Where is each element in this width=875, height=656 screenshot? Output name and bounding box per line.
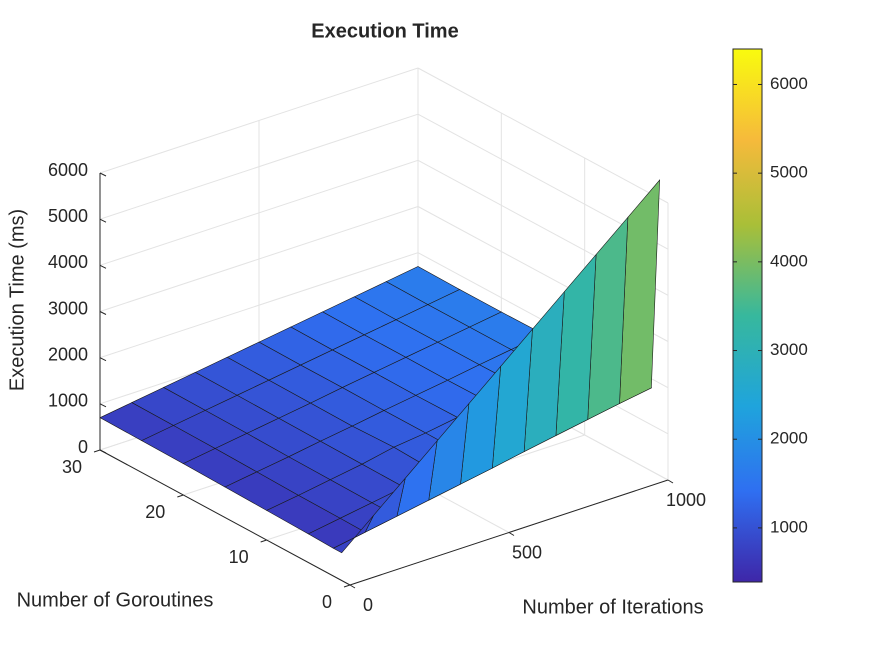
colorbar-tick-label: 1000: [770, 517, 808, 536]
x-axis-label: Number of Iterations: [522, 596, 703, 618]
colorbar-tick-label: 5000: [770, 163, 808, 182]
z-tick: [99, 264, 107, 269]
colorbar: [732, 48, 763, 583]
colorbar-tick-label: 6000: [770, 74, 808, 93]
z-tick-label: 0: [78, 437, 88, 457]
colorbar-tick-label: 3000: [770, 340, 808, 359]
z-tick: [99, 403, 107, 408]
z-tick: [99, 357, 107, 362]
grid-line: [99, 159, 419, 266]
x-tick-label: 1000: [666, 490, 706, 510]
surface: [99, 179, 661, 554]
chart-title: Execution Time: [311, 20, 458, 42]
surface-cell: [619, 179, 661, 404]
grid-line: [99, 67, 419, 174]
y-tick-label: 20: [145, 502, 165, 522]
z-axis-label: Execution Time (ms): [6, 209, 28, 391]
y-axis: [99, 449, 351, 586]
z-tick-label: 3000: [48, 298, 88, 318]
z-tick-label: 1000: [48, 391, 88, 411]
x-tick-label: 0: [363, 595, 373, 615]
x-tick: [349, 584, 356, 589]
z-tick: [99, 172, 107, 177]
grid-line: [417, 67, 669, 204]
x-tick: [508, 532, 515, 536]
y-tick-label: 0: [322, 592, 332, 612]
y-axis-label: Number of Goroutines: [17, 589, 214, 611]
z-tick-label: 2000: [48, 344, 88, 364]
y-tick-label: 10: [229, 547, 249, 567]
z-tick: [99, 449, 107, 454]
y-tick: [93, 449, 101, 453]
grid-line: [99, 252, 419, 359]
z-tick-label: 4000: [48, 252, 88, 272]
y-tick-label: 30: [62, 457, 82, 477]
x-tick-label: 500: [512, 542, 542, 562]
z-tick: [99, 218, 107, 223]
grid-line: [99, 206, 419, 312]
colorbar-ticks: 1000 2000 3000 4000 5000 6000: [733, 74, 808, 536]
colorbar-tick-label: 2000: [770, 429, 808, 448]
y-tick: [343, 584, 351, 588]
z-tick-label: 5000: [48, 206, 88, 226]
y-tick: [260, 539, 267, 543]
y-tick: [177, 494, 184, 498]
surface-cell: [332, 515, 374, 554]
grid-line: [99, 113, 419, 220]
x-tick: [667, 479, 674, 484]
colorbar-tick-label: 4000: [770, 251, 808, 270]
z-tick: [99, 311, 107, 315]
z-tick-label: 6000: [48, 160, 88, 180]
